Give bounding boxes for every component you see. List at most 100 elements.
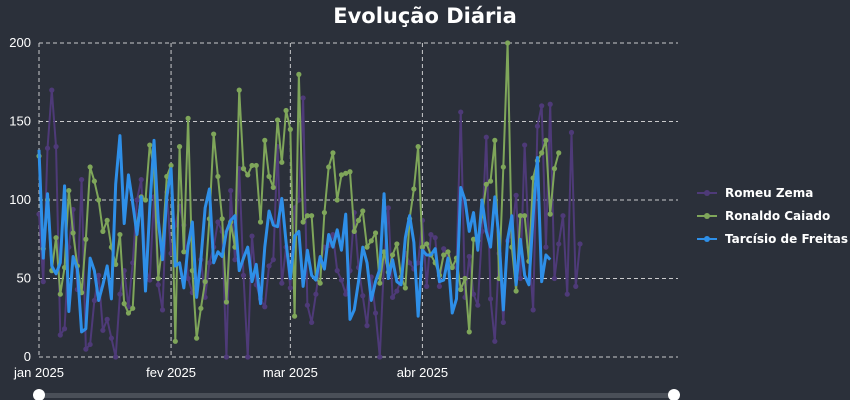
series-point [513,192,519,198]
legend-label[interactable]: Tarcísio de Freitas [725,232,848,246]
series-point [104,316,110,322]
series-point [347,169,353,175]
series-point [100,327,106,333]
series-point [168,162,174,169]
series-point [249,233,255,239]
legend-label[interactable]: Romeu Zema [725,186,813,200]
series-point [372,310,379,316]
series-point [155,282,161,288]
series-point [355,217,362,224]
series-point [96,272,102,278]
series-point [228,187,234,194]
range-slider-start-handle[interactable] [33,389,45,400]
series-point [449,264,455,271]
series-point [334,268,340,274]
legend-label[interactable]: Ronaldo Caiado [725,209,830,223]
series-point [164,173,170,180]
series-point [159,307,166,313]
series-point [113,261,119,267]
series-point [445,249,451,255]
legend-marker [704,213,710,219]
series-point [534,123,541,129]
series-point [262,304,268,310]
range-slider-track[interactable] [39,393,674,398]
series-point [176,144,183,150]
series-point [49,87,55,93]
series-point [236,87,242,93]
y-tick-label: 200 [9,35,31,50]
series-point [300,95,306,101]
series-point [262,137,268,143]
series-point [83,346,89,352]
series-point [402,285,408,291]
x-tick-label: abr 2025 [397,365,448,380]
series-point [470,236,477,242]
series-point [372,230,379,236]
series-point [330,150,336,156]
series-point [215,219,221,225]
series-point [458,109,464,115]
series-point [130,305,136,311]
series-point [487,296,494,302]
series-point [428,231,434,238]
series-point [517,213,523,219]
series-point [117,291,123,297]
series-point [240,272,247,278]
series-point [266,173,272,180]
series-point [470,291,477,297]
series-point [185,115,191,121]
series-point [245,172,251,178]
series-point [364,323,370,329]
series-point [522,213,528,219]
series-point [249,162,255,169]
range-slider[interactable] [33,389,680,400]
series-point [407,260,413,266]
x-tick-label: jan 2025 [13,365,64,380]
series-point [334,197,340,203]
series-point [462,275,468,282]
series-point [142,197,149,203]
chart-title: Evolução Diária [333,4,517,28]
series-point [309,213,315,219]
series-line [37,134,552,334]
series-point [343,170,349,176]
series-point [223,354,230,360]
series-point [556,150,562,156]
series-point [517,275,523,282]
series-point [287,126,293,132]
series-point [202,279,208,285]
x-tick-label: fev 2025 [146,365,196,380]
series-point [206,260,212,266]
series-point [500,164,506,170]
series-point [505,40,511,46]
y-tick-label: 0 [24,349,31,364]
series-point [364,244,370,250]
series-point [543,244,549,250]
series-point [513,288,519,294]
series-point [522,142,528,148]
series-point [441,246,447,252]
series-point [326,164,332,170]
series-point [492,338,498,344]
series-point [240,166,247,172]
series-point [419,244,425,250]
series-point [270,257,276,263]
series-point [181,249,187,255]
series-point [66,187,72,194]
series-point [194,335,200,341]
series-point [138,176,144,183]
series-point [368,238,374,244]
series-point [53,144,59,150]
series-point [309,319,315,326]
series-point [492,137,498,143]
series-point [560,213,566,219]
series-point [539,150,545,156]
series-point [568,129,575,136]
series-point [424,283,430,289]
series-point [53,235,59,241]
range-slider-end-handle[interactable] [668,389,680,400]
series-point [394,288,400,294]
series-point [266,263,272,269]
series-point [283,107,289,114]
series-point [483,134,489,140]
